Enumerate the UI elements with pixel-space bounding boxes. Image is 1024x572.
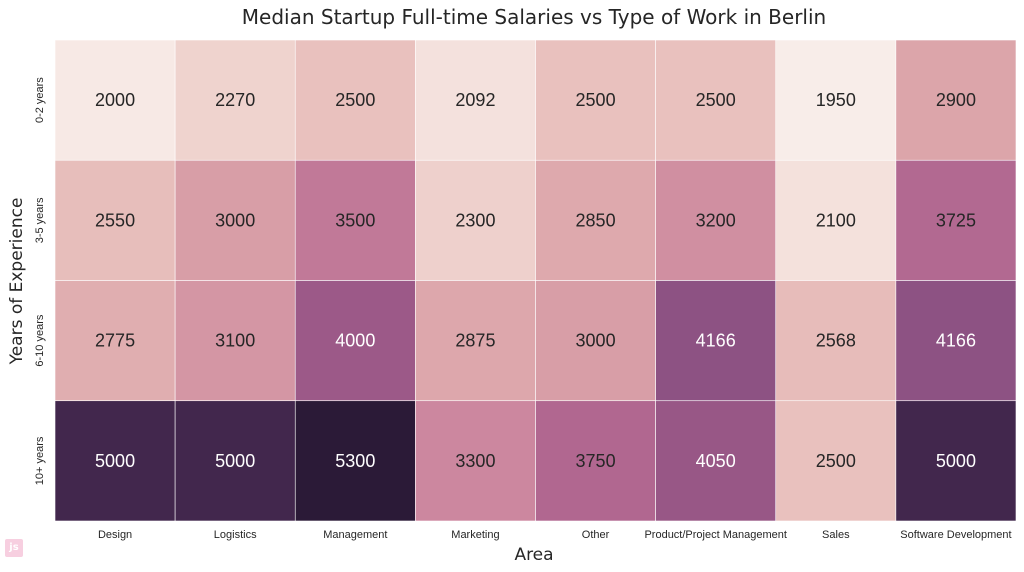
cell-value-label: 2500 [576, 90, 616, 110]
cell-value-label: 2775 [95, 331, 135, 351]
cell-value-label: 4000 [335, 331, 375, 351]
heatmap-cell [174, 159, 296, 281]
chart-title: Median Startup Full-time Salaries vs Typ… [242, 5, 826, 29]
cell-value-label: 2100 [816, 210, 856, 230]
cell-value-label: 3725 [936, 210, 976, 230]
cell-value-label: 2900 [936, 90, 976, 110]
cell-value-label: 3000 [215, 210, 255, 230]
cell-value-label: 2270 [215, 90, 255, 110]
heatmap-cell [294, 400, 416, 522]
y-tick-labels: 0-2 years 3-5 years 6-10 years 10+ years [34, 77, 46, 485]
x-tick-label: Other [582, 529, 610, 541]
cell-value-label: 5000 [936, 451, 976, 471]
x-tick-label: Marketing [451, 529, 499, 541]
app-logo: js [5, 539, 23, 557]
y-axis-label: Years of Experience [7, 198, 27, 366]
heatmap-cell [775, 400, 897, 522]
cell-value-label: 2850 [576, 210, 616, 230]
cell-value-label: 1950 [816, 90, 856, 110]
heatmap-cell [655, 39, 777, 161]
y-tick-label: 3-5 years [34, 197, 46, 243]
cell-value-label: 2500 [696, 90, 736, 110]
heatmap-cell [895, 39, 1017, 161]
heatmap-cell [775, 159, 897, 281]
heatmap-cell [54, 280, 176, 402]
heatmap-cell [655, 159, 777, 281]
cell-value-label: 2568 [816, 331, 856, 351]
y-tick-label: 6-10 years [34, 314, 46, 366]
cell-value-label: 4166 [696, 331, 736, 351]
heatmap-cell [294, 39, 416, 161]
cell-value-label: 5000 [215, 451, 255, 471]
x-tick-label: Logistics [214, 529, 257, 541]
cell-value-label: 3200 [696, 210, 736, 230]
heatmap-cell [655, 280, 777, 402]
cell-value-label: 2550 [95, 210, 135, 230]
heatmap-cells: 2000 2270 2500 2092 2500 2500 1950 2900 2550 3000… [54, 39, 1017, 522]
heatmap-cell [174, 39, 296, 161]
x-tick-labels: Design Logistics Management Marketing Other P… [98, 529, 1012, 541]
heatmap-cell [895, 280, 1017, 402]
x-tick-label: Management [323, 529, 387, 541]
heatmap-cell [415, 400, 536, 522]
cell-value-label: 5300 [335, 451, 375, 471]
x-tick-label: Design [98, 529, 132, 541]
x-tick-label: Sales [822, 529, 850, 541]
cell-value-label: 3500 [335, 210, 375, 230]
cell-value-label: 2500 [335, 90, 375, 110]
heatmap-cell [174, 280, 296, 402]
heatmap-cell [535, 280, 656, 402]
heatmap-cell [775, 280, 897, 402]
heatmap-cell [415, 280, 536, 402]
heatmap-cell [895, 159, 1017, 281]
heatmap-cell [535, 159, 656, 281]
cell-value-label: 3100 [215, 331, 255, 351]
heatmap-cell [174, 400, 296, 522]
y-tick-label: 0-2 years [34, 77, 46, 123]
heatmap-cell [775, 39, 897, 161]
cell-value-label: 4050 [696, 451, 736, 471]
cell-value-label: 4166 [936, 331, 976, 351]
heatmap-cell [895, 400, 1017, 522]
cell-value-label: 2092 [455, 90, 495, 110]
heatmap-cell [535, 39, 656, 161]
heatmap-cell [415, 159, 536, 281]
heatmap-cell [54, 400, 176, 522]
heatmap-cell [294, 280, 416, 402]
cell-value-label: 2500 [816, 451, 856, 471]
cell-value-label: 2300 [455, 210, 495, 230]
x-tick-label: Software Development [900, 529, 1011, 541]
cell-value-label: 3300 [455, 451, 495, 471]
heatmap-cell [535, 400, 656, 522]
x-tick-label: Product/Project Management [644, 529, 786, 541]
cell-value-label: 2875 [455, 331, 495, 351]
x-axis-label: Area [514, 545, 553, 565]
cell-value-label: 5000 [95, 451, 135, 471]
heatmap-cell [415, 39, 536, 161]
cell-value-label: 2000 [95, 90, 135, 110]
cell-value-label: 3000 [576, 331, 616, 351]
heatmap-cell [54, 39, 176, 161]
y-tick-label: 10+ years [34, 436, 46, 485]
cell-value-label: 3750 [576, 451, 616, 471]
